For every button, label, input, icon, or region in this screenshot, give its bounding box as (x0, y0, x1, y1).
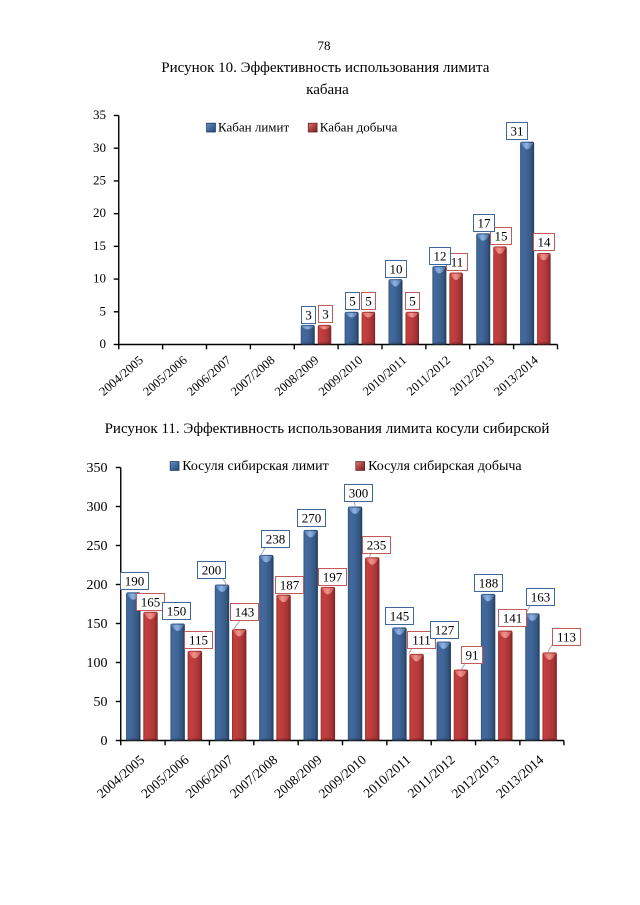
svg-text:238: 238 (266, 531, 286, 546)
svg-text:127: 127 (435, 622, 455, 637)
svg-text:Косуля сибирская добыча: Косуля сибирская добыча (368, 459, 522, 474)
svg-text:15: 15 (495, 228, 508, 243)
svg-text:150: 150 (167, 603, 187, 618)
svg-text:25: 25 (93, 173, 106, 188)
svg-text:187: 187 (280, 577, 300, 592)
svg-text:5: 5 (409, 293, 416, 308)
svg-text:2011/2012: 2011/2012 (404, 353, 453, 398)
svg-text:2010/2011: 2010/2011 (360, 752, 413, 801)
svg-text:20: 20 (93, 205, 106, 220)
svg-text:2009/2010: 2009/2010 (316, 752, 370, 801)
svg-text:0: 0 (101, 734, 108, 749)
svg-text:Косуля сибирская лимит: Косуля сибирская лимит (182, 459, 329, 474)
svg-text:3: 3 (322, 306, 329, 321)
svg-text:200: 200 (87, 578, 108, 593)
svg-text:350: 350 (87, 461, 108, 476)
svg-text:200: 200 (202, 562, 222, 577)
svg-text:2007/2008: 2007/2008 (227, 752, 281, 801)
svg-text:5: 5 (349, 293, 356, 308)
svg-text:2004/2005: 2004/2005 (96, 353, 146, 399)
svg-text:10: 10 (93, 271, 106, 286)
svg-text:2008/2009: 2008/2009 (271, 752, 325, 801)
svg-text:10: 10 (390, 261, 403, 276)
svg-text:2012/2013: 2012/2013 (447, 353, 497, 399)
svg-text:190: 190 (125, 573, 145, 588)
svg-text:150: 150 (87, 617, 108, 632)
svg-text:2004/2005: 2004/2005 (94, 752, 148, 801)
svg-text:3: 3 (305, 307, 312, 322)
svg-text:2011/2012: 2011/2012 (405, 752, 458, 801)
svg-text:115: 115 (189, 632, 208, 647)
svg-text:50: 50 (94, 695, 108, 710)
svg-text:30: 30 (93, 140, 106, 155)
svg-text:250: 250 (87, 539, 108, 554)
svg-text:113: 113 (557, 629, 576, 644)
svg-text:5: 5 (365, 293, 372, 308)
svg-text:165: 165 (141, 594, 161, 609)
svg-text:Кабан добыча: Кабан добыча (320, 119, 398, 134)
svg-text:270: 270 (302, 510, 322, 525)
svg-text:300: 300 (87, 500, 108, 515)
svg-text:141: 141 (503, 610, 523, 625)
svg-text:300: 300 (349, 485, 369, 500)
svg-text:2013/2014: 2013/2014 (493, 752, 547, 801)
svg-text:12: 12 (434, 248, 447, 263)
svg-text:17: 17 (478, 215, 492, 230)
svg-text:2006/2007: 2006/2007 (184, 353, 234, 399)
svg-text:Кабан лимит: Кабан лимит (218, 119, 289, 134)
svg-text:2010/2011: 2010/2011 (360, 353, 409, 398)
svg-text:100: 100 (87, 656, 108, 671)
svg-text:11: 11 (451, 254, 464, 269)
svg-text:91: 91 (466, 647, 479, 662)
svg-text:2009/2010: 2009/2010 (316, 353, 366, 399)
svg-text:197: 197 (323, 569, 343, 584)
svg-text:15: 15 (93, 238, 106, 253)
svg-text:2012/2013: 2012/2013 (449, 752, 503, 801)
svg-text:31: 31 (511, 123, 524, 138)
svg-text:2008/2009: 2008/2009 (272, 353, 322, 399)
svg-text:188: 188 (479, 575, 499, 590)
svg-text:235: 235 (367, 537, 387, 552)
svg-text:145: 145 (390, 608, 410, 623)
svg-text:35: 35 (93, 107, 106, 122)
svg-text:163: 163 (531, 589, 551, 604)
svg-text:111: 111 (412, 632, 431, 647)
svg-text:2006/2007: 2006/2007 (183, 752, 237, 801)
svg-text:143: 143 (235, 604, 255, 619)
svg-text:14: 14 (538, 234, 552, 249)
svg-text:5: 5 (100, 303, 107, 318)
svg-text:0: 0 (100, 336, 107, 351)
svg-text:2005/2006: 2005/2006 (138, 752, 192, 801)
svg-text:2007/2008: 2007/2008 (228, 353, 278, 399)
svg-text:2005/2006: 2005/2006 (140, 353, 190, 399)
svg-text:2013/2014: 2013/2014 (491, 353, 541, 399)
